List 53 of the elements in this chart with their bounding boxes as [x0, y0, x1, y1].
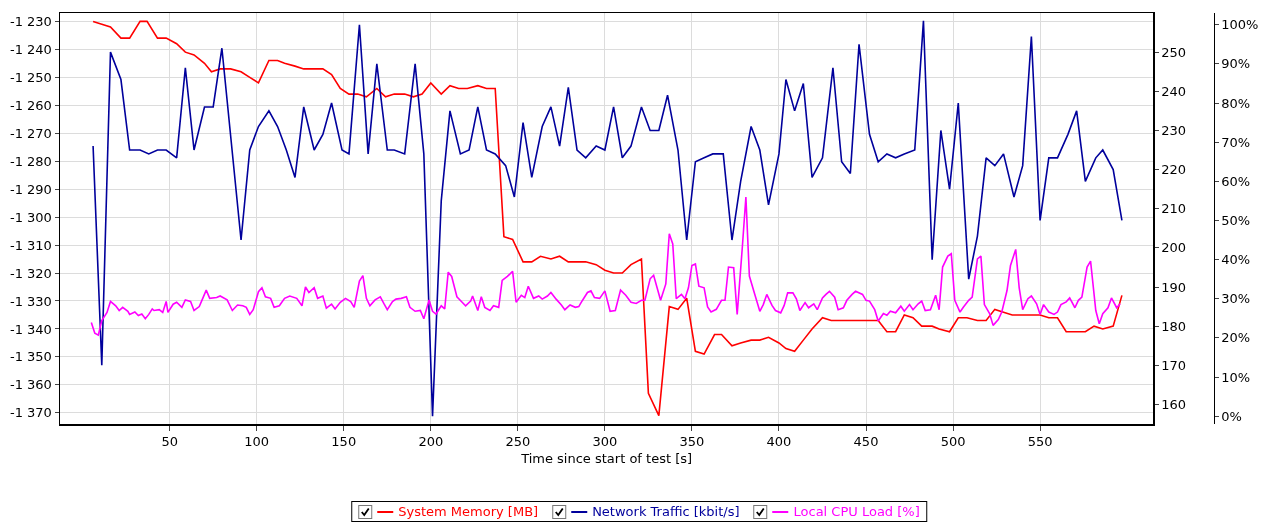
y2-tick-label: 190 — [1161, 279, 1187, 295]
y3-tick-label: 60% — [1221, 173, 1251, 189]
y3-tick-label: 0% — [1221, 408, 1242, 424]
y2-tick-label: 180 — [1161, 318, 1187, 334]
y2-tick-label: 250 — [1161, 44, 1187, 60]
y-tick-label: -1 370 — [9, 405, 52, 421]
x-tick-label: 400 — [766, 434, 792, 450]
x-tick-label: 250 — [505, 434, 531, 450]
x-tick-label: 500 — [940, 434, 966, 450]
y2-tick-label: 240 — [1161, 83, 1187, 99]
y-tick-label: -1 300 — [9, 209, 52, 225]
y-tick-label: -1 230 — [9, 13, 52, 29]
y-tick-label: -1 350 — [9, 349, 52, 365]
y-tick-label: -1 360 — [9, 377, 52, 393]
y3-tick-label: 70% — [1221, 134, 1251, 150]
legend-label: Local CPU Load [%] — [793, 504, 920, 519]
y-tick-label: -1 260 — [9, 97, 52, 113]
y3-tick-label: 90% — [1221, 56, 1251, 72]
y-tick-label: -1 310 — [9, 237, 52, 253]
y2-tick-label: 220 — [1161, 162, 1187, 178]
y3-tick-label: 40% — [1221, 252, 1251, 268]
y3-tick-label: 50% — [1221, 213, 1251, 229]
y-tick-label: -1 290 — [9, 181, 52, 197]
y2-tick-label: 210 — [1161, 201, 1187, 217]
y3-tick-label: 10% — [1221, 369, 1251, 385]
y3-tick-label: 100% — [1221, 17, 1259, 33]
legend-label: System Memory [MB] — [398, 504, 539, 519]
x-tick-label: 50 — [161, 434, 178, 450]
legend-label: Network Traffic [kbit/s] — [592, 504, 740, 519]
x-tick-label: 300 — [592, 434, 618, 450]
y3-tick-label: 20% — [1221, 330, 1251, 346]
y-tick-label: -1 240 — [9, 41, 52, 57]
y2-tick-label: 160 — [1161, 396, 1187, 412]
x-tick-label: 200 — [418, 434, 444, 450]
y-tick-label: -1 320 — [9, 265, 52, 281]
y-tick-label: -1 330 — [9, 293, 52, 309]
line-series — [92, 20, 1123, 417]
y-tick-label: -1 250 — [9, 69, 52, 85]
x-tick-label: 550 — [1027, 434, 1053, 450]
x-tick-label: 150 — [331, 434, 357, 450]
y3-tick-label: 30% — [1221, 291, 1251, 307]
y3-tick-label: 80% — [1221, 95, 1251, 111]
x-tick-label: 450 — [853, 434, 879, 450]
line-series — [90, 196, 1121, 336]
y-tick-label: -1 280 — [9, 153, 52, 169]
x-tick-label: 350 — [679, 434, 705, 450]
x-axis-title: Time since start of test [s] — [520, 451, 693, 467]
x-tick-label: 100 — [244, 434, 270, 450]
y-tick-label: -1 340 — [9, 321, 52, 337]
y2-tick-label: 230 — [1161, 122, 1187, 138]
y2-tick-label: 170 — [1161, 357, 1187, 373]
y-tick-label: -1 270 — [9, 125, 52, 141]
y2-tick-label: 200 — [1161, 240, 1187, 256]
